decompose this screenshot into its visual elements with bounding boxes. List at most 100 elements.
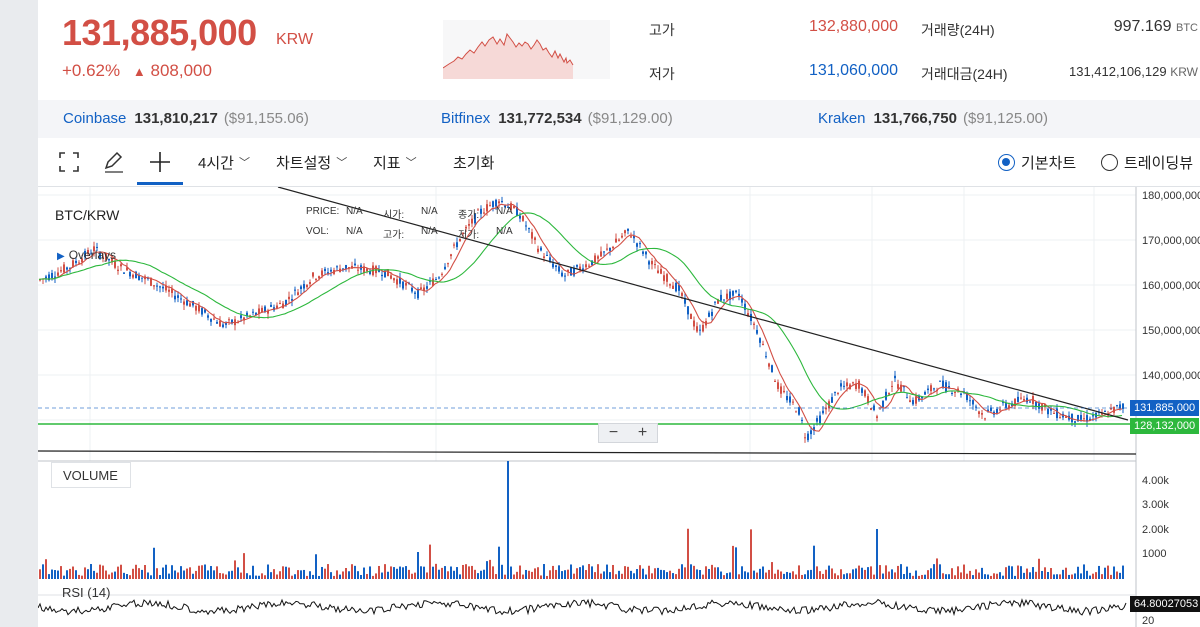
candle-body: [738, 293, 740, 297]
candle-body: [1071, 413, 1073, 423]
indicators-menu[interactable]: 지표 ﹀: [373, 150, 417, 174]
exchange-coinbase[interactable]: Coinbase 131,810,217 ($91,155.06): [63, 110, 309, 127]
candle-body: [717, 299, 719, 304]
volume-bar: [84, 567, 86, 579]
expand-icon[interactable]: [59, 150, 79, 174]
candle-body: [465, 226, 467, 229]
volume-bar: [171, 565, 173, 579]
candle-body: [225, 322, 227, 325]
volume-bar: [1116, 571, 1118, 579]
volume-bar: [1029, 572, 1031, 579]
volume-bar: [1095, 572, 1097, 579]
candle-body: [528, 228, 530, 230]
candle-body: [990, 407, 992, 411]
zoom-out-button[interactable]: −: [608, 424, 619, 441]
volume-bar: [474, 569, 476, 579]
candle-body: [549, 257, 551, 261]
volume-bar: [570, 564, 572, 579]
candle-body: [222, 324, 224, 328]
change-percent: +0.62%: [62, 61, 121, 80]
chart-canvas[interactable]: 180,000,000 170,000,000 160,000,000 150,000…: [37, 186, 1200, 627]
candle-body: [177, 295, 179, 298]
candle-body: [576, 264, 578, 267]
volume-bar: [834, 573, 836, 579]
volume-bar: [963, 564, 965, 579]
volume-panel-label: VOLUME: [51, 462, 131, 488]
volume-unit: BTC: [1176, 22, 1198, 34]
exchange-kraken[interactable]: Kraken 131,766,750 ($91,125.00): [818, 110, 1048, 127]
volume-bar: [456, 567, 458, 579]
volume-bar: [102, 565, 104, 579]
volume-bar: [1062, 569, 1064, 579]
candle-body: [684, 298, 686, 304]
candle-body: [495, 199, 497, 207]
candle-body: [471, 218, 473, 224]
candle-body: [402, 281, 404, 289]
volume-bar: [828, 565, 830, 579]
zoom-in-button[interactable]: +: [637, 424, 648, 441]
chevron-down-icon: ﹀: [336, 157, 348, 169]
radio-selected-icon: [998, 153, 1015, 171]
candle-body: [462, 233, 464, 235]
candle-body: [381, 274, 383, 277]
volume-bar: [75, 570, 77, 579]
candle-body: [1122, 403, 1124, 409]
candle-body: [891, 385, 893, 387]
sparkline-line: [442, 32, 574, 69]
chart-settings-menu[interactable]: 차트설정 ﹀: [276, 150, 347, 174]
volume-bar: [642, 568, 644, 579]
candle-body: [348, 267, 350, 269]
candle-body: [603, 251, 605, 253]
volume-bar: [1032, 567, 1034, 579]
price-chart[interactable]: 180,000,000 170,000,000 160,000,000 150,000…: [37, 186, 1200, 627]
volume-bar: [783, 573, 785, 579]
candle-body: [138, 274, 140, 281]
volume-bar: [810, 569, 812, 579]
volume-bar: [819, 571, 821, 579]
volume-bar: [450, 566, 452, 579]
candle-body: [777, 382, 779, 389]
volume-bar: [972, 575, 974, 579]
volume-bar: [921, 574, 923, 579]
candle-body: [579, 266, 581, 270]
volume-bar: [285, 566, 287, 579]
reset-button[interactable]: 초기화: [453, 154, 495, 172]
volume-bar: [282, 566, 284, 579]
candle-body: [51, 272, 53, 279]
volume-bar: [1086, 570, 1088, 579]
volume-bar: [984, 574, 986, 579]
candle-body: [654, 264, 656, 266]
volume-tick-label: 2.00k: [1142, 524, 1169, 536]
candle-body: [426, 286, 428, 289]
candle-body: [903, 386, 905, 388]
volume-bar: [573, 573, 575, 579]
crosshair-icon[interactable]: [149, 150, 171, 174]
basic-chart-label: 기본차트: [1021, 154, 1077, 172]
candle-body: [261, 307, 263, 312]
exchange-bitfinex[interactable]: Bitfinex 131,772,534 ($91,129.00): [441, 110, 673, 127]
candle-body: [552, 263, 554, 268]
volume-bar: [1017, 565, 1019, 579]
overlays-toggle[interactable]: ▶ Overlays: [57, 248, 116, 262]
candle-body: [594, 255, 596, 263]
volume-bar: [1014, 575, 1016, 579]
volume-bar: [516, 571, 518, 579]
volume-bar: [768, 569, 770, 579]
volume-bar: [390, 566, 392, 579]
candle-body: [231, 319, 233, 324]
candle-body: [459, 238, 461, 242]
ohlc-price-label: PRICE:: [306, 206, 340, 217]
volume-bar: [240, 572, 242, 579]
volume-bar: [717, 567, 719, 579]
volume-bar: [930, 568, 932, 579]
pencil-icon[interactable]: [103, 150, 125, 174]
candle-body: [474, 213, 476, 224]
volume-bar: [621, 573, 623, 579]
candle-body: [45, 276, 47, 279]
candle-body: [1035, 401, 1037, 407]
basic-chart-radio[interactable]: 기본차트: [998, 150, 1076, 174]
volume-bar: [225, 574, 227, 579]
tradingview-radio[interactable]: 트레이딩뷰: [1101, 150, 1193, 174]
interval-select[interactable]: 4시간 ﹀: [198, 150, 250, 174]
candle-body: [318, 276, 320, 279]
